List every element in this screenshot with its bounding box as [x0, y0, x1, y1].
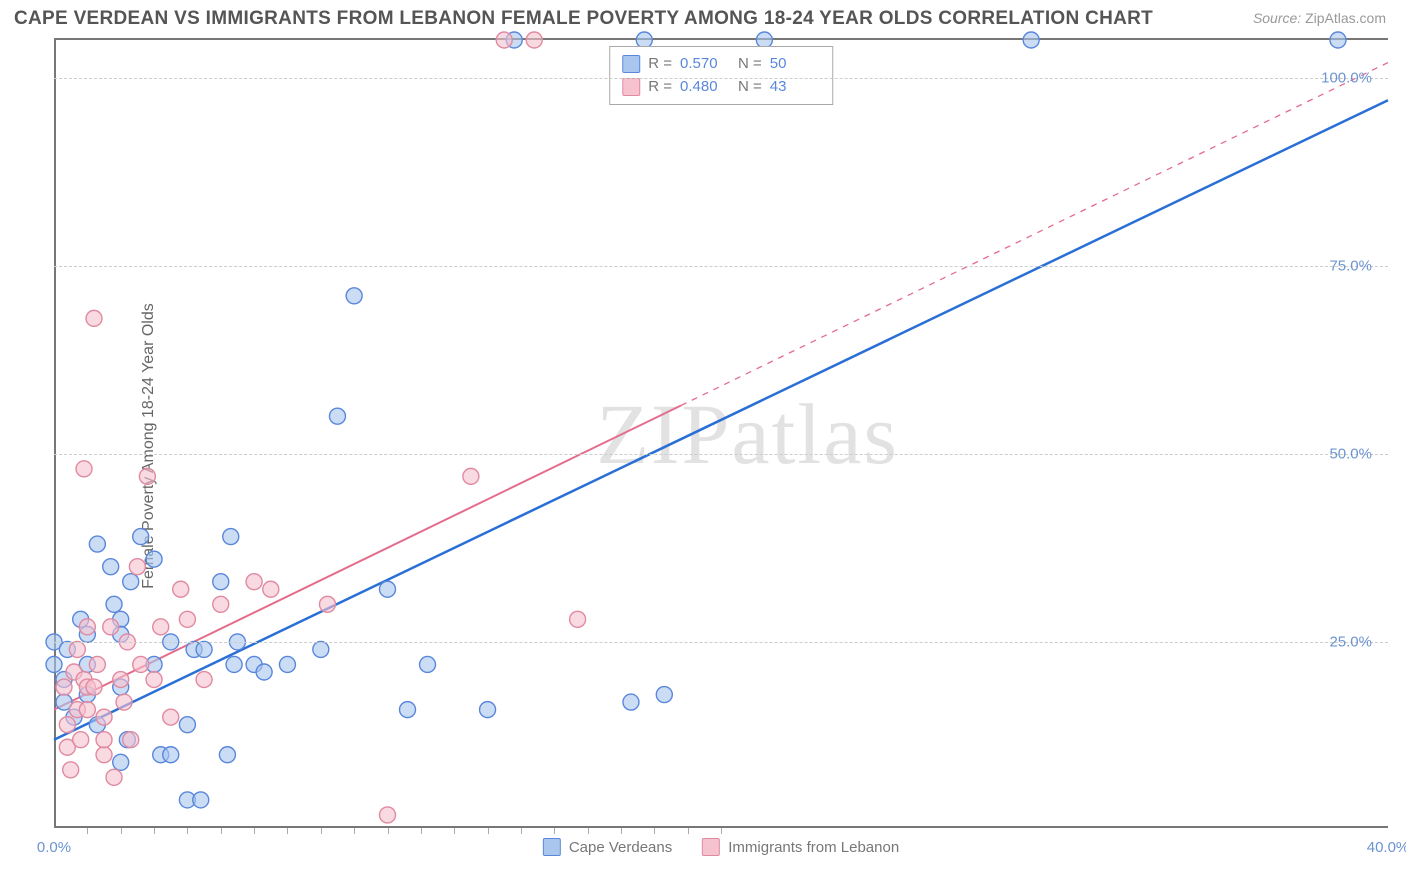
plot-area: ZIPatlas R = 0.570 N = 50 R = 0.480 N = …	[54, 38, 1388, 828]
legend-item-0: Cape Verdeans	[543, 838, 672, 856]
legend-item-1: Immigrants from Lebanon	[702, 838, 899, 856]
r-value-1: 0.480	[680, 76, 730, 99]
x-minor-tick	[521, 828, 522, 834]
chart-title: CAPE VERDEAN VS IMMIGRANTS FROM LEBANON …	[14, 8, 1153, 30]
n-value-0: 50	[770, 53, 820, 76]
x-minor-tick	[287, 828, 288, 834]
x-minor-tick	[154, 828, 155, 834]
legend-stats-row: R = 0.480 N = 43	[622, 76, 820, 99]
x-minor-tick	[688, 828, 689, 834]
x-minor-tick	[488, 828, 489, 834]
y-tick-label: 75.0%	[1329, 257, 1372, 274]
source-attribution: Source: ZipAtlas.com	[1253, 10, 1386, 26]
source-label: Source:	[1253, 10, 1301, 26]
x-minor-tick	[87, 828, 88, 834]
scatter-svg	[54, 40, 1388, 828]
series-swatch-0	[622, 55, 640, 73]
series-name-0: Cape Verdeans	[569, 839, 672, 856]
y-tick-label: 100.0%	[1321, 69, 1372, 86]
r-value-0: 0.570	[680, 53, 730, 76]
y-tick-label: 50.0%	[1329, 445, 1372, 462]
series-swatch-0	[543, 838, 561, 856]
n-label: N =	[738, 53, 762, 76]
r-label: R =	[648, 53, 672, 76]
x-minor-tick	[321, 828, 322, 834]
n-value-1: 43	[770, 76, 820, 99]
x-minor-tick	[221, 828, 222, 834]
x-minor-tick	[254, 828, 255, 834]
x-tick-label: 0.0%	[37, 839, 71, 856]
x-minor-tick	[121, 828, 122, 834]
x-minor-tick	[354, 828, 355, 834]
series-name-1: Immigrants from Lebanon	[728, 839, 899, 856]
chart-container: CAPE VERDEAN VS IMMIGRANTS FROM LEBANON …	[0, 0, 1406, 892]
source-value: ZipAtlas.com	[1305, 10, 1386, 26]
x-minor-tick	[421, 828, 422, 834]
x-minor-tick	[187, 828, 188, 834]
gridline-h	[54, 454, 1388, 455]
gridline-h	[54, 266, 1388, 267]
gridline-h	[54, 642, 1388, 643]
x-minor-tick	[621, 828, 622, 834]
series-swatch-1	[622, 78, 640, 96]
series-swatch-1	[702, 838, 720, 856]
r-label: R =	[648, 76, 672, 99]
x-minor-tick	[454, 828, 455, 834]
x-tick-label: 40.0%	[1367, 839, 1406, 856]
x-minor-tick	[654, 828, 655, 834]
legend-stats: R = 0.570 N = 50 R = 0.480 N = 43	[609, 46, 833, 105]
gridline-h	[54, 78, 1388, 79]
x-minor-tick	[588, 828, 589, 834]
y-tick-label: 25.0%	[1329, 633, 1372, 650]
legend-series: Cape Verdeans Immigrants from Lebanon	[543, 838, 899, 856]
legend-stats-row: R = 0.570 N = 50	[622, 53, 820, 76]
x-minor-tick	[554, 828, 555, 834]
x-minor-tick	[388, 828, 389, 834]
x-minor-tick	[721, 828, 722, 834]
n-label: N =	[738, 76, 762, 99]
